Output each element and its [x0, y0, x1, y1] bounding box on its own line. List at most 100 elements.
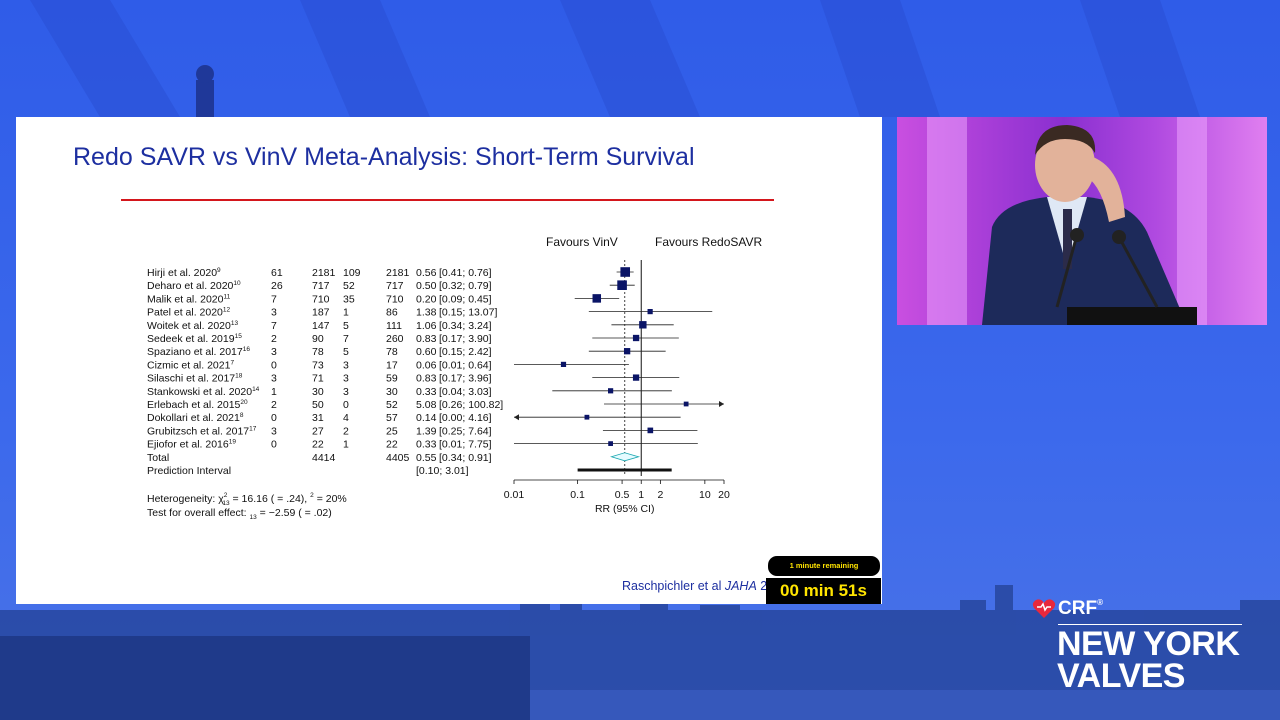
chi-symbol: χ	[218, 493, 224, 505]
crf-wordmark: CRF®	[1058, 598, 1103, 620]
study-e2: 3	[343, 359, 349, 371]
study-n1: 90	[312, 333, 324, 345]
study-reference: 10	[233, 280, 241, 287]
study-name: Dokollari et al. 20218	[147, 412, 244, 424]
study-name: Ejiofor et al. 201619	[147, 439, 236, 451]
study-n2: 59	[386, 373, 398, 385]
i2-superscript: 2	[310, 492, 314, 499]
study-n1: 717	[312, 280, 330, 292]
prediction-interval-bar	[577, 468, 672, 472]
study-name: Sedeek et al. 201915	[147, 333, 242, 345]
study-name-text: Patel et al. 2020	[147, 307, 223, 319]
study-reference: 16	[243, 346, 251, 353]
study-n1: 30	[312, 386, 324, 398]
study-rr: 0.06	[416, 359, 437, 371]
study-name: Woitek et al. 202013	[147, 320, 238, 332]
prediction-label: Prediction Interval	[147, 465, 231, 477]
study-n1: 27	[312, 425, 324, 437]
study-n2: 57	[386, 412, 398, 424]
study-estimate-marker	[647, 427, 654, 434]
study-name-text: Grubitzsch et al. 2017	[147, 425, 249, 437]
study-rr: 0.60	[416, 346, 437, 358]
study-reference: 19	[229, 439, 237, 446]
study-estimate-marker	[608, 441, 613, 446]
study-rr: 0.83	[416, 373, 437, 385]
study-estimate-marker	[608, 388, 614, 394]
study-name-text: Ejiofor et al. 2016	[147, 439, 229, 451]
overall-subscript: 13	[250, 514, 258, 521]
study-reference: 12	[223, 307, 231, 314]
total-ci: [0.34; 0.91]	[439, 452, 492, 464]
presentation-slide: Redo SAVR vs VinV Meta-Analysis: Short-T…	[16, 117, 882, 604]
forest-plot-area: 0.01 0.1 0.5 1 2 10 20 RR (95% CI)	[504, 260, 730, 515]
event-name: NEW YORK VALVES	[1057, 627, 1240, 695]
study-name-text: Sedeek et al. 2019	[147, 333, 235, 345]
study-estimate-marker	[683, 401, 689, 407]
citation: Raschpichler et al JAHA 2	[622, 579, 767, 593]
study-reference: 9	[217, 267, 221, 274]
study-e1: 26	[271, 280, 283, 292]
event-name-line2: VALVES	[1057, 657, 1186, 695]
study-estimate-marker	[623, 348, 631, 355]
study-ci: [0.15; 2.42]	[439, 346, 492, 358]
study-ci: [0.01; 0.64]	[439, 359, 492, 371]
study-n2: 717	[386, 280, 404, 292]
study-ci: [0.15; 13.07]	[439, 307, 497, 319]
registered-mark: ®	[1097, 598, 1103, 607]
study-estimate-marker	[584, 414, 590, 420]
study-ci: [0.17; 3.90]	[439, 333, 492, 345]
study-reference: 11	[223, 293, 230, 300]
study-e2: 4	[343, 412, 349, 424]
study-estimate-marker	[639, 321, 647, 329]
study-name: Erlebach et al. 201520	[147, 399, 248, 411]
x-axis-tick-label: 20	[718, 489, 730, 501]
study-estimate-marker	[620, 267, 631, 277]
study-e1: 2	[271, 333, 277, 345]
title-divider	[121, 199, 774, 201]
study-n1: 71	[312, 373, 324, 385]
slide-title: Redo SAVR vs VinV Meta-Analysis: Short-T…	[73, 143, 695, 171]
study-n2: 17	[386, 359, 398, 371]
total-n1: 4414	[312, 452, 336, 464]
study-e2: 1	[343, 307, 349, 319]
total-n2: 4405	[386, 452, 410, 464]
study-name-text: Deharo et al. 2020	[147, 280, 234, 292]
study-estimate-marker	[560, 361, 567, 367]
study-n1: 22	[312, 439, 324, 451]
study-rr: 0.20	[416, 293, 437, 305]
study-ci: [0.25; 7.64]	[439, 425, 492, 437]
study-e2: 5	[343, 346, 349, 358]
study-name: Deharo et al. 202010	[147, 280, 241, 292]
study-n2: 86	[386, 307, 398, 319]
study-ci: [0.09; 0.45]	[439, 293, 492, 305]
study-name: Spaziano et al. 201716	[147, 346, 250, 358]
total-label: Total	[147, 452, 169, 464]
study-ci: [0.32; 0.79]	[439, 280, 492, 292]
citation-authors: Raschpichler et al	[622, 579, 725, 593]
study-e2: 3	[343, 373, 349, 385]
study-name-text: Stankowski et al. 2020	[147, 386, 252, 398]
speaker-video	[897, 117, 1267, 325]
x-axis-tick-label: 0.1	[570, 489, 585, 501]
study-reference: 7	[230, 359, 234, 366]
study-e1: 3	[271, 307, 277, 319]
study-n1: 78	[312, 346, 324, 358]
study-ci: [0.00; 4.16]	[439, 412, 492, 424]
forest-plot: Hirji et al. 20209 61 2181 109 2181 0.56 [0.41…	[147, 235, 762, 521]
study-reference: 15	[235, 333, 243, 340]
study-e1: 7	[271, 320, 277, 332]
crf-text: CRF	[1058, 598, 1098, 619]
study-e2: 109	[343, 267, 361, 279]
study-n1: 147	[312, 320, 330, 332]
study-ci: [0.01; 7.75]	[439, 439, 492, 451]
study-table: Hirji et al. 20209 61 2181 109 2181 0.56 [0.41…	[147, 267, 503, 477]
study-name: Hirji et al. 20209	[147, 267, 221, 279]
timer-notice: 1 minute remaining	[768, 556, 880, 576]
study-n1: 31	[312, 412, 324, 424]
study-name-text: Spaziano et al. 2017	[147, 346, 243, 358]
study-estimate-marker	[617, 280, 627, 290]
study-n1: 2181	[312, 267, 336, 279]
study-reference: 14	[252, 386, 260, 393]
study-name-text: Dokollari et al. 2021	[147, 412, 240, 424]
study-name-text: Erlebach et al. 2015	[147, 399, 241, 411]
